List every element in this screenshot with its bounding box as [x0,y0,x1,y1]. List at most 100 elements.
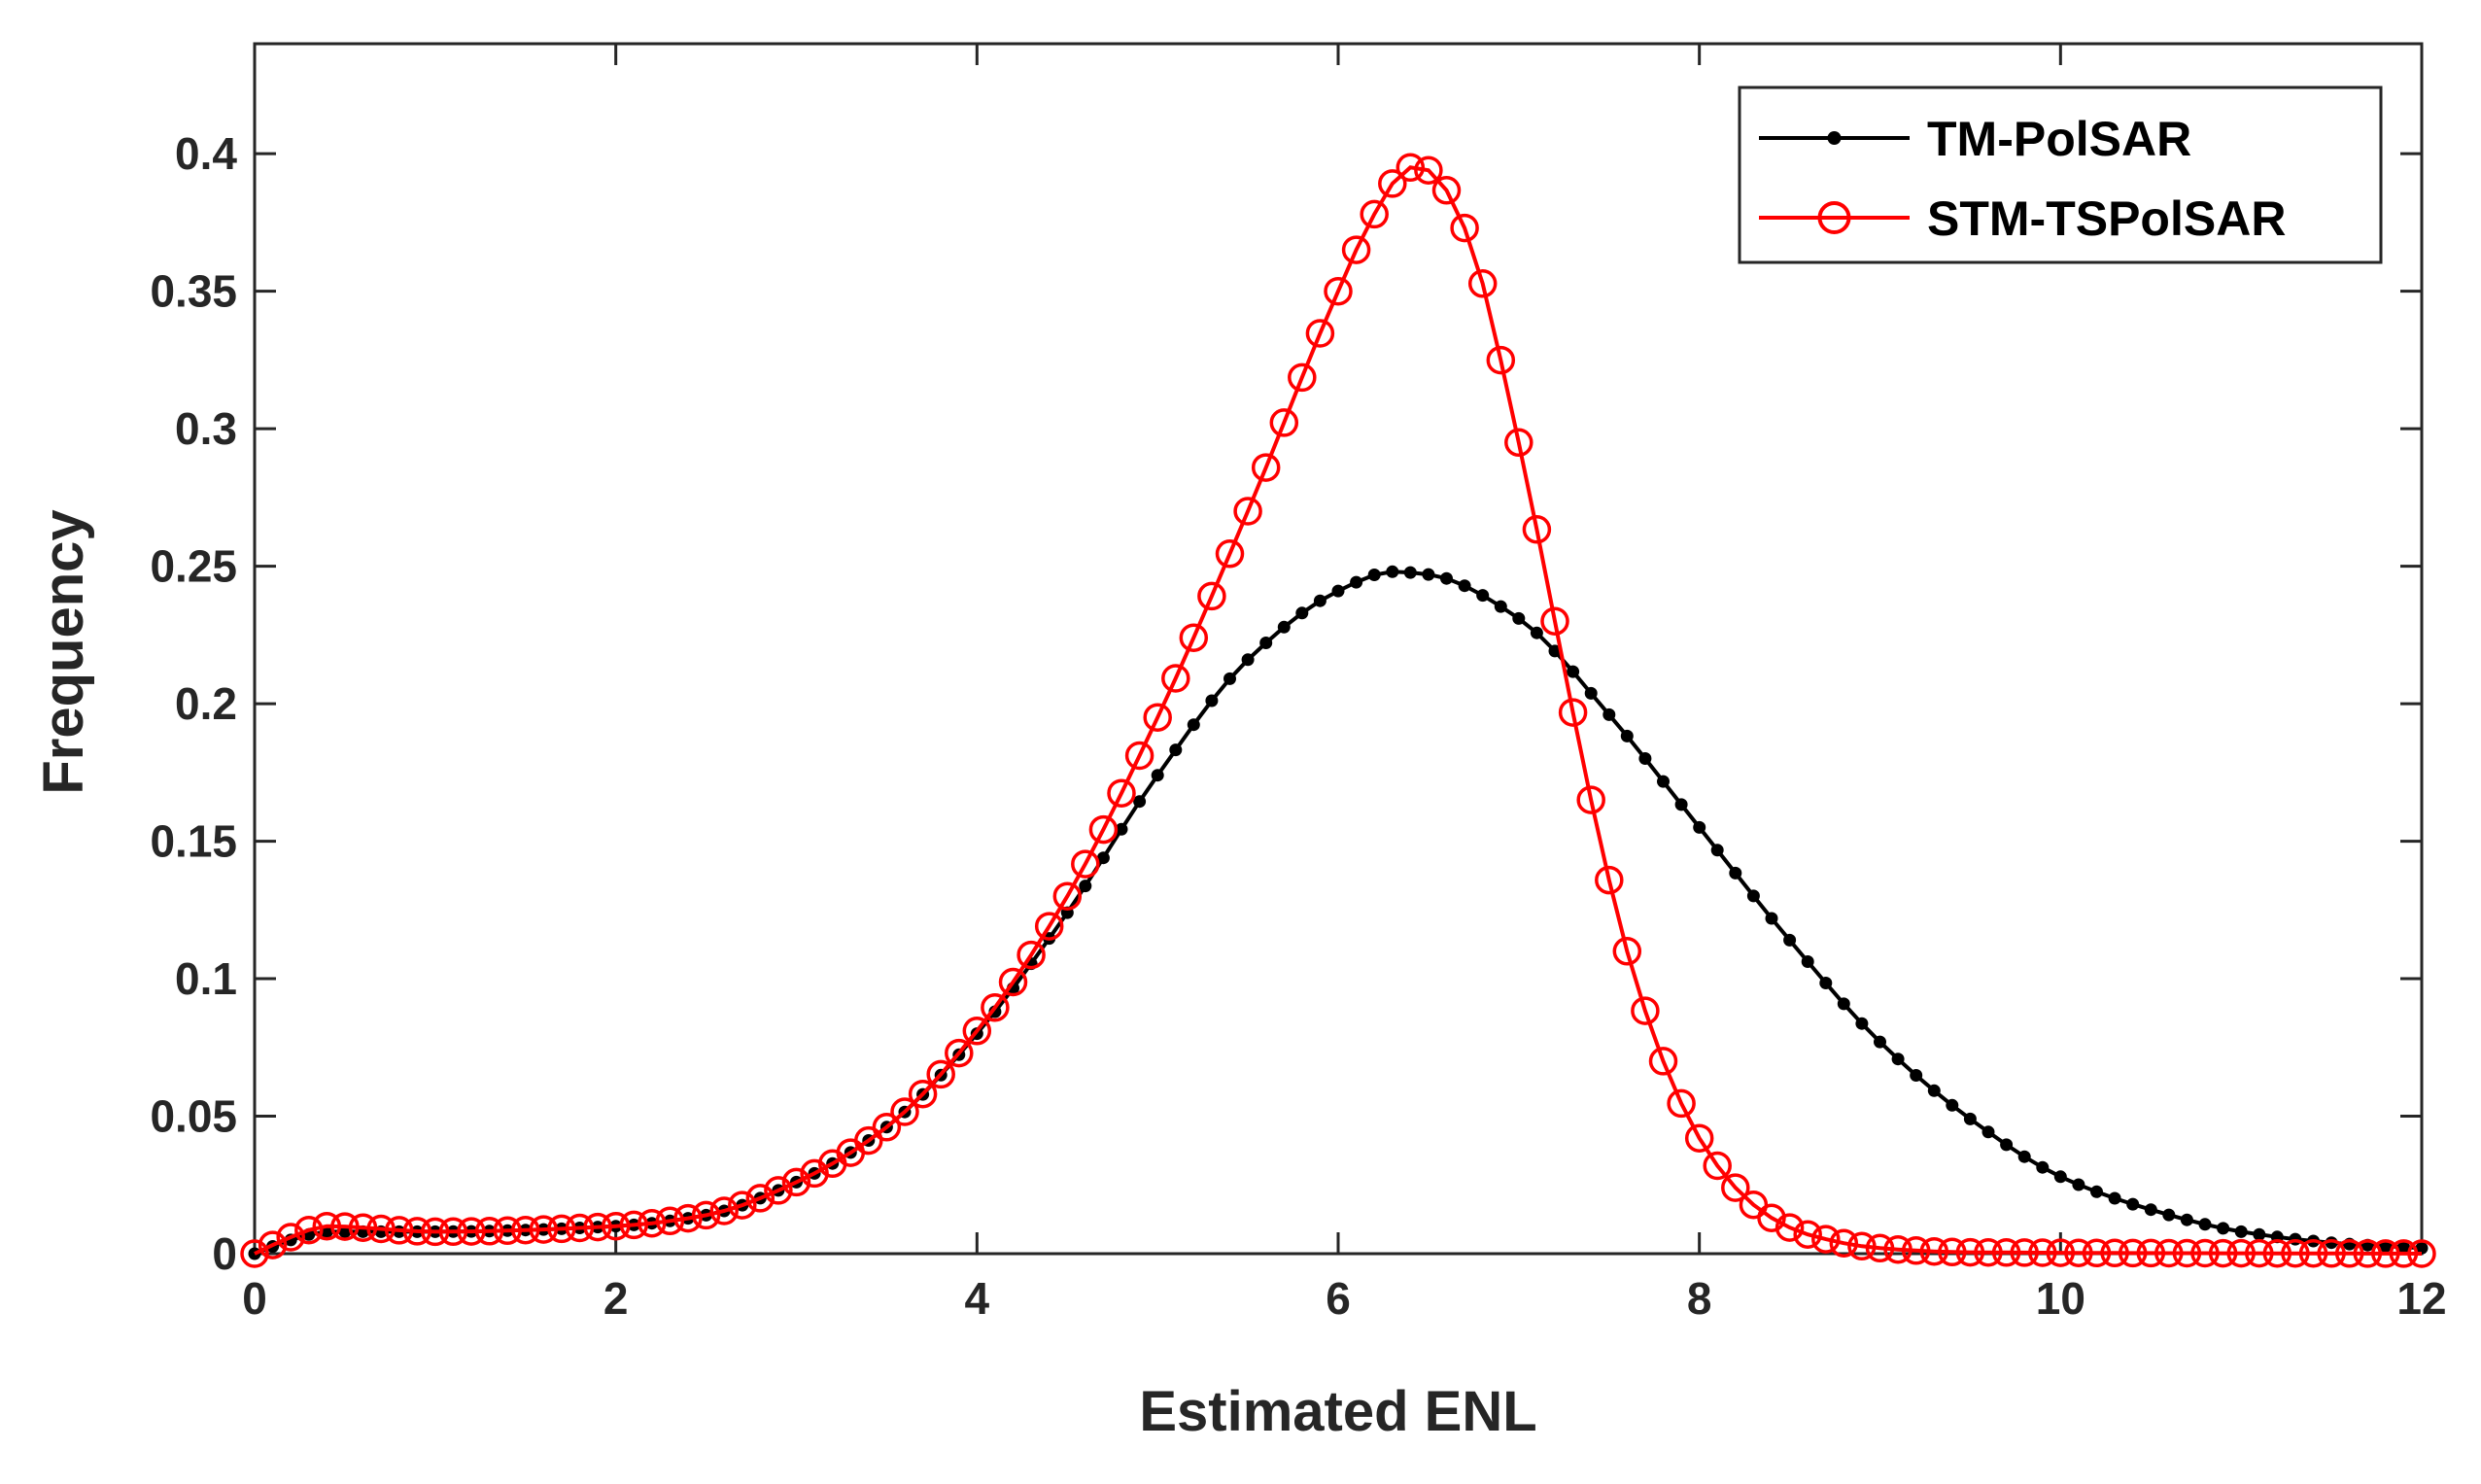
legend-item: TM-PolSAR [1759,112,2191,166]
data-point [1179,623,1209,652]
data-point [2053,1170,2067,1184]
data-point [1865,1233,1895,1263]
data-point [998,967,1028,997]
data-point [474,1217,504,1246]
y-tick-label: 0.05 [150,1091,237,1142]
data-point [1783,933,1797,947]
data-point [2108,1191,2121,1205]
data-point [258,1230,288,1260]
data-point [1710,844,1724,857]
data-point [1530,626,1543,639]
data-point [529,1215,559,1244]
data-point [1504,428,1533,458]
data-point [2208,1238,2238,1268]
data-point [402,1217,432,1246]
legend-box [1738,86,2383,264]
data-point [619,1210,649,1240]
data-point [1919,1236,1949,1266]
data-point [276,1223,305,1252]
data-point [637,1208,667,1238]
data-point [2180,1213,2193,1226]
data-point [1467,269,1498,298]
y-axis-title: Frequency [32,509,95,794]
data-point [2371,1239,2400,1268]
data-point [1991,1238,2021,1267]
data-point [384,1216,414,1245]
data-point [890,1097,919,1126]
data-point [1115,822,1128,836]
data-point [1963,1112,1977,1125]
data-point [2217,1222,2230,1235]
data-point [1341,235,1371,264]
data-point [1946,1098,1959,1112]
data-point [1576,785,1605,814]
data-point [511,1215,540,1245]
data-point [962,1017,992,1046]
data-point [2162,1208,2176,1222]
data-point [1693,820,1706,834]
data-point [1251,453,1281,482]
data-point [2154,1238,2184,1268]
data-point [1215,539,1245,569]
data-point [1883,1234,1912,1264]
y-tick-label: 0.3 [175,403,237,454]
data-point [1829,1228,1859,1258]
data-point [709,1196,739,1225]
data-point [2118,1238,2148,1268]
data-point [872,1113,902,1142]
data-point [1938,1237,1967,1267]
data-point [1476,589,1490,603]
data-point [2000,1138,2014,1152]
data-point [2028,1238,2057,1267]
data-point [1431,176,1462,205]
data-point [1522,515,1552,544]
data-point [348,1213,378,1242]
data-point [438,1217,468,1247]
data-point [1494,600,1507,613]
data-point [583,1212,612,1242]
series-stm-tspolsar [240,153,2436,1268]
data-point [691,1200,721,1230]
data-point [1241,653,1255,667]
data-point [1855,1017,1869,1030]
data-point [1847,1231,1877,1261]
data-point [1765,912,1778,925]
data-point [981,992,1010,1022]
data-point [2144,1203,2157,1217]
data-point [1540,606,1569,636]
data-point [2234,1225,2248,1238]
data-point [1403,566,1417,579]
data-point [2190,1238,2220,1268]
data-point [1331,584,1345,598]
data-point [1891,1053,1905,1066]
data-point [1017,940,1046,970]
data-point [1819,977,1833,989]
x-tick-label: 10 [2036,1273,2085,1324]
data-point [854,1125,883,1156]
data-point [2226,1238,2256,1268]
series-layer [240,153,2436,1268]
data-point [547,1214,576,1244]
data-point [745,1184,775,1213]
data-point [728,1191,757,1220]
data-point [1396,153,1426,183]
data-point [2036,1160,2050,1174]
data-point [1638,752,1652,765]
data-point [1052,881,1083,911]
data-point [1096,851,1110,865]
data-point [1151,769,1164,782]
data-point [1595,865,1624,895]
y-tick-label: 0.25 [150,541,237,592]
y-tick-label: 0.35 [150,266,237,317]
data-point [240,1239,269,1268]
x-tick-label: 2 [603,1273,629,1324]
data-point [1350,575,1363,589]
data-point [1612,937,1642,966]
data-point [366,1214,396,1244]
series-line [254,165,2423,1256]
data-point [1703,1151,1732,1181]
data-point [2136,1238,2166,1268]
data-point [2298,1238,2328,1268]
data-point [1874,1035,1886,1049]
